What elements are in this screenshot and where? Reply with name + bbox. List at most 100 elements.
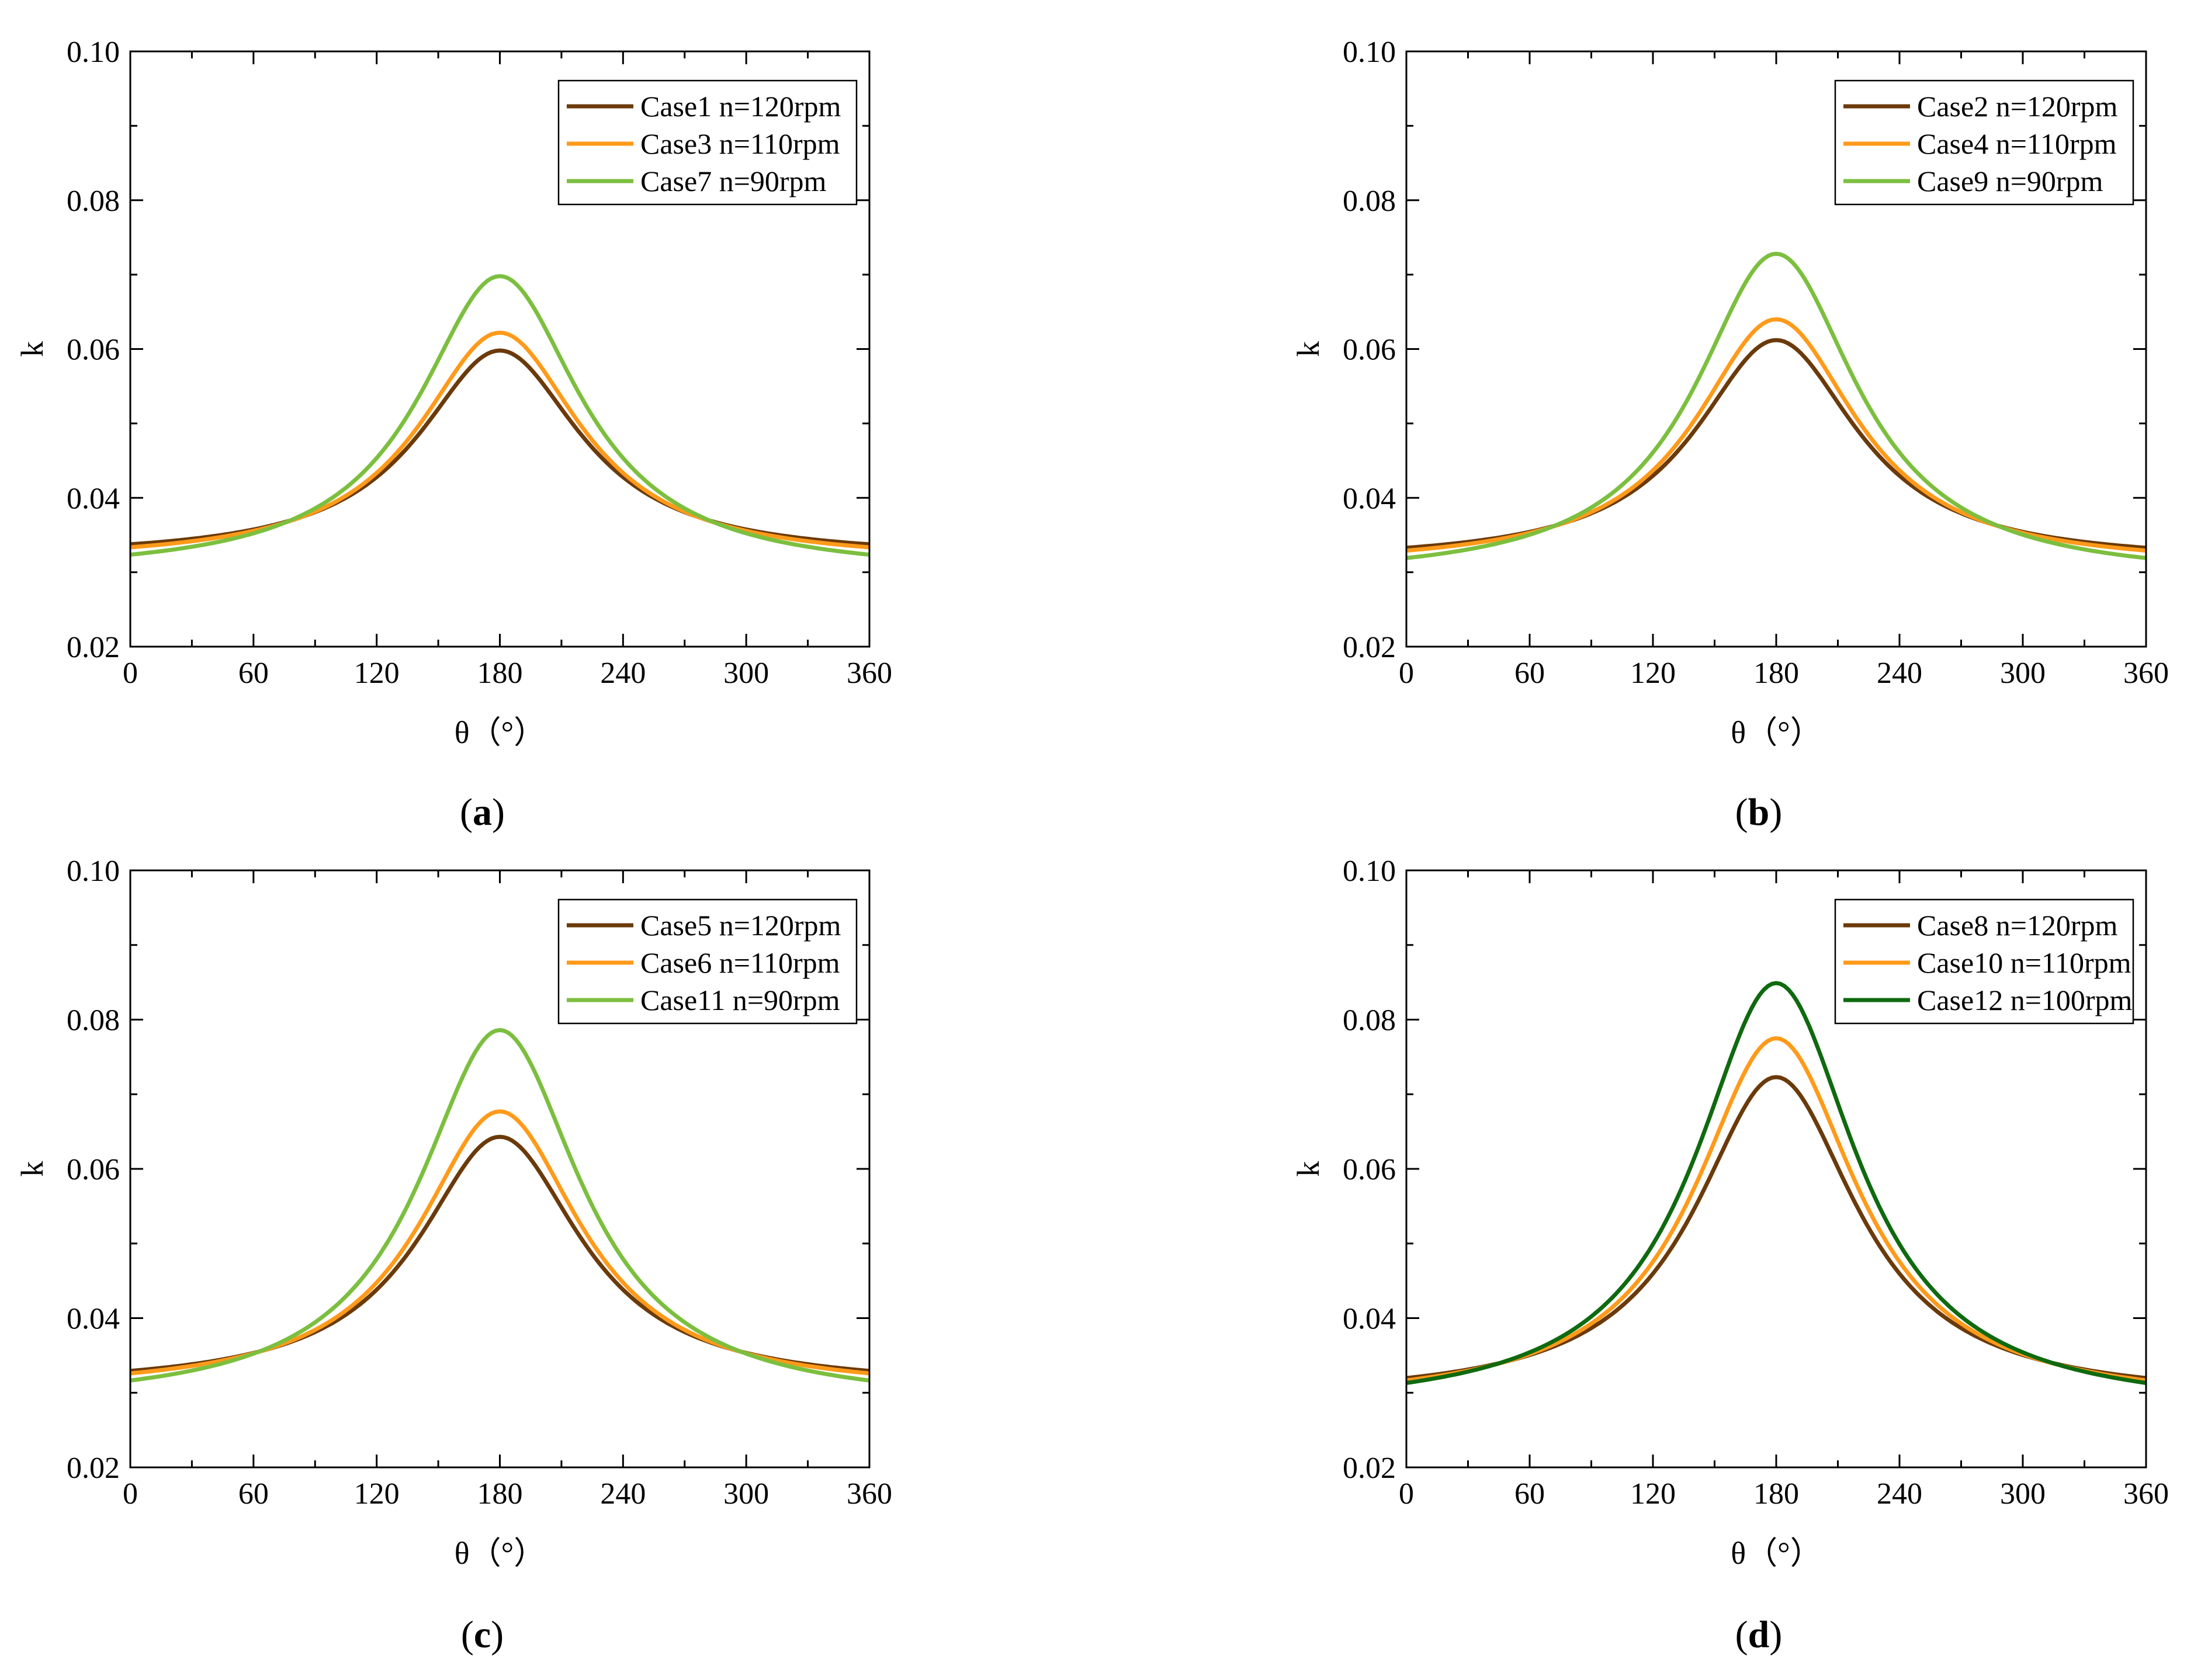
- series-line-2: [1406, 317, 2147, 553]
- y-axis-title: k: [15, 1161, 50, 1177]
- x-tick-label: 360: [2123, 1477, 2169, 1511]
- y-tick-label: 0.10: [1343, 855, 1396, 888]
- y-tick-label: 0.04: [1343, 482, 1396, 515]
- x-axis-title: θ（°）: [455, 715, 545, 750]
- x-tick-label: 120: [354, 657, 400, 690]
- legend-label-2: Case4 n=110rpm: [1917, 127, 2117, 160]
- x-tick-label: 120: [1630, 657, 1676, 690]
- y-axis-title: k: [1291, 1161, 1326, 1177]
- panel-caption: (b): [1735, 791, 1783, 834]
- x-tick-label: 120: [1630, 1477, 1676, 1511]
- series-line-2: [130, 331, 870, 550]
- y-tick-label: 0.08: [67, 1004, 120, 1037]
- caption-close-paren: ): [492, 791, 505, 834]
- caption-letter: d: [1748, 1613, 1770, 1656]
- x-tick-label: 240: [600, 657, 646, 690]
- x-tick-label: 300: [723, 657, 769, 690]
- y-tick-label: 0.08: [1343, 185, 1396, 218]
- y-tick-label: 0.04: [67, 1303, 120, 1336]
- series-line-1: [130, 1134, 870, 1373]
- x-tick-label: 180: [477, 657, 523, 690]
- series-line-3: [130, 1028, 870, 1383]
- legend-label-3: Case9 n=90rpm: [1917, 165, 2103, 197]
- series-line-2: [130, 1109, 870, 1376]
- x-tick-label: 180: [1753, 1477, 1799, 1511]
- x-tick-label: 60: [1514, 1477, 1545, 1511]
- x-tick-label: 60: [238, 1477, 269, 1511]
- panel-caption: (d): [1735, 1613, 1783, 1656]
- x-tick-label: 360: [847, 657, 892, 690]
- x-tick-label: 360: [2123, 657, 2169, 690]
- panel-caption: (c): [461, 1613, 504, 1656]
- legend-label-1: Case1 n=120rpm: [640, 90, 841, 123]
- x-tick-label: 300: [723, 1477, 769, 1511]
- x-tick-label: 120: [354, 1477, 400, 1511]
- x-tick-label: 60: [238, 657, 269, 690]
- legend-label-3: Case12 n=100rpm: [1917, 984, 2133, 1016]
- legend-label-1: Case8 n=120rpm: [1917, 909, 2118, 942]
- legend-label-1: Case2 n=120rpm: [1917, 90, 2118, 123]
- chart-panel-d: 0 60 120 180 240 300 360 0.02 0.04 0.06 0.08 0.10 θ（…: [1291, 855, 2169, 1656]
- legend-label-3: Case11 n=90rpm: [640, 984, 840, 1016]
- chart-panel-b: 0 60 120 180 240 300 360 0.02 0.04 0.06 0.08 0.10 θ（…: [1291, 36, 2169, 834]
- y-tick-label: 0.02: [67, 1452, 120, 1485]
- series-line-3: [1406, 981, 2147, 1385]
- legend-label-3: Case7 n=90rpm: [640, 165, 827, 197]
- x-tick-label: 180: [477, 1477, 523, 1511]
- y-tick-label: 0.10: [67, 855, 120, 888]
- y-tick-label: 0.06: [1343, 1153, 1396, 1186]
- series-line-3: [1406, 252, 2147, 560]
- y-tick-label: 0.02: [1343, 631, 1396, 664]
- x-tick-label: 0: [1399, 1477, 1414, 1511]
- y-tick-label: 0.08: [67, 185, 120, 218]
- caption-letter: c: [474, 1613, 491, 1656]
- y-tick-label: 0.04: [1343, 1303, 1396, 1336]
- caption-open-paren: (: [1735, 791, 1748, 834]
- series-line-1: [130, 348, 870, 547]
- legend-label-2: Case3 n=110rpm: [640, 127, 840, 160]
- x-tick-label: 300: [2000, 657, 2046, 690]
- x-axis-title: θ（°）: [1731, 715, 1821, 750]
- caption-close-paren: ): [491, 1613, 504, 1656]
- caption-open-paren: (: [461, 1613, 474, 1656]
- x-tick-label: 180: [1753, 657, 1799, 690]
- x-tick-label: 0: [123, 657, 138, 690]
- chart-panel-c: 0 60 120 180 240 300 360 0.02 0.04 0.06 0.08 0.10 θ（…: [15, 855, 892, 1656]
- series-line-3: [130, 274, 870, 557]
- legend-label-2: Case6 n=110rpm: [640, 946, 840, 979]
- y-tick-label: 0.08: [1343, 1004, 1396, 1037]
- series-line-1: [1406, 1075, 2147, 1380]
- y-tick-label: 0.10: [67, 36, 120, 69]
- caption-open-paren: (: [460, 791, 473, 834]
- legend-label-2: Case10 n=110rpm: [1917, 946, 2131, 979]
- x-tick-label: 360: [847, 1477, 892, 1511]
- y-tick-label: 0.06: [1343, 334, 1396, 367]
- y-tick-label: 0.06: [67, 1153, 120, 1186]
- series-line-1: [1406, 338, 2147, 550]
- y-tick-label: 0.02: [67, 631, 120, 664]
- caption-close-paren: ): [1769, 1613, 1782, 1656]
- x-axis-title: θ（°）: [455, 1536, 545, 1571]
- y-axis-title: k: [1291, 341, 1326, 357]
- x-axis-title: θ（°）: [1731, 1536, 1821, 1571]
- y-axis-title: k: [15, 341, 50, 357]
- x-tick-label: 0: [1399, 657, 1414, 690]
- x-tick-label: 240: [1877, 1477, 1922, 1511]
- caption-close-paren: ): [1769, 791, 1782, 834]
- y-tick-label: 0.06: [67, 334, 120, 367]
- panel-caption: (a): [460, 791, 505, 834]
- y-tick-label: 0.02: [1343, 1452, 1396, 1485]
- y-tick-label: 0.04: [67, 482, 120, 515]
- series-line-2: [1406, 1036, 2147, 1383]
- caption-open-paren: (: [1735, 1613, 1748, 1656]
- caption-letter: a: [473, 791, 492, 834]
- chart-panel-a: 0 60 120 180 240 300 360 0.02 0.04 0.06 0.08 0.10 θ（…: [15, 36, 892, 834]
- x-tick-label: 240: [1877, 657, 1922, 690]
- x-tick-label: 240: [600, 1477, 646, 1511]
- x-tick-label: 300: [2000, 1477, 2046, 1511]
- x-tick-label: 60: [1514, 657, 1545, 690]
- x-tick-label: 0: [123, 1477, 138, 1511]
- caption-letter: b: [1748, 791, 1770, 834]
- y-tick-label: 0.10: [1343, 36, 1396, 69]
